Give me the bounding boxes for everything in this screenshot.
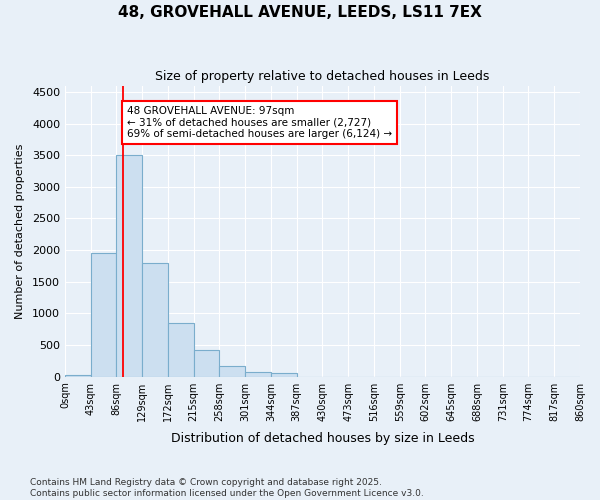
Text: 48 GROVEHALL AVENUE: 97sqm
← 31% of detached houses are smaller (2,727)
69% of s: 48 GROVEHALL AVENUE: 97sqm ← 31% of deta… xyxy=(127,106,392,139)
Bar xyxy=(116,154,142,376)
Bar xyxy=(220,366,245,376)
Bar xyxy=(142,262,168,376)
Text: Contains HM Land Registry data © Crown copyright and database right 2025.
Contai: Contains HM Land Registry data © Crown c… xyxy=(30,478,424,498)
Text: 48, GROVEHALL AVENUE, LEEDS, LS11 7EX: 48, GROVEHALL AVENUE, LEEDS, LS11 7EX xyxy=(118,5,482,20)
Bar xyxy=(194,350,220,376)
Y-axis label: Number of detached properties: Number of detached properties xyxy=(15,144,25,319)
Bar xyxy=(91,254,116,376)
Bar xyxy=(168,323,194,376)
X-axis label: Distribution of detached houses by size in Leeds: Distribution of detached houses by size … xyxy=(170,432,474,445)
Bar xyxy=(271,373,297,376)
Title: Size of property relative to detached houses in Leeds: Size of property relative to detached ho… xyxy=(155,70,490,83)
Bar xyxy=(65,375,91,376)
Bar xyxy=(245,372,271,376)
